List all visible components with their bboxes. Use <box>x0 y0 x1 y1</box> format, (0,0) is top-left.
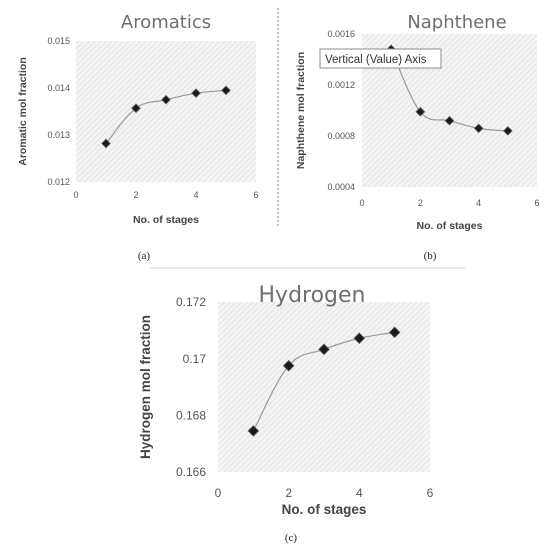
data-point <box>444 115 455 126</box>
x-axis-title: No. of stages <box>282 502 367 517</box>
data-point <box>353 332 366 345</box>
y-tick-label: 0.0008 <box>327 131 355 141</box>
chart-aromatics: Aromatics 0.012 0.013 0.014 0.015 0 2 4 6 No. of … <box>17 12 259 226</box>
data-point <box>131 103 141 113</box>
x-tick-label: 2 <box>133 190 138 200</box>
y-tick-label: 0.172 <box>176 295 206 309</box>
x-axis-title: No. of stages <box>417 220 483 232</box>
chart-title: Aromatics <box>121 12 211 33</box>
y-tick-label: 0.166 <box>176 465 206 479</box>
plot-area <box>76 41 256 182</box>
x-tick-label: 4 <box>193 190 198 200</box>
data-point <box>282 359 295 372</box>
caption-a: (a) <box>138 250 151 262</box>
caption-c: (c) <box>285 532 298 544</box>
y-tick-label: 0.0004 <box>327 182 355 192</box>
x-tick-label: 0 <box>359 198 364 208</box>
data-point <box>247 425 260 437</box>
chart-naphthene: Naphthene 0.0004 0.0008 0.0012 0.0016 0 2 4 6 No.… <box>295 12 540 232</box>
data-point <box>473 123 484 134</box>
y-axis-title: Aromatic mol fraction <box>17 57 29 166</box>
y-tick-label: 0.012 <box>47 177 70 187</box>
plot-area <box>218 302 430 472</box>
y-axis-title: Naphthene mol fraction <box>295 52 307 169</box>
chart-title: Naphthene <box>407 12 506 33</box>
y-tick-label: 0.17 <box>183 352 207 366</box>
x-tick-label: 2 <box>418 198 423 208</box>
x-axis-title: No. of stages <box>133 214 199 226</box>
x-tick-label: 6 <box>253 190 258 200</box>
x-tick-label: 4 <box>356 486 363 500</box>
y-axis-title: Hydrogen mol fraction <box>138 315 153 459</box>
data-point <box>503 126 513 136</box>
data-point <box>388 326 401 339</box>
data-point <box>415 107 426 117</box>
y-tick-label: 0.168 <box>176 409 206 423</box>
data-point <box>101 138 111 149</box>
data-point <box>191 88 201 98</box>
x-tick-label: 6 <box>534 198 539 208</box>
x-tick-label: 4 <box>476 198 481 208</box>
chart-title: Hydrogen <box>259 283 366 308</box>
y-tick-label: 0.0016 <box>327 29 355 39</box>
y-tick-label: 0.0012 <box>327 80 355 90</box>
tooltip-box <box>319 48 442 69</box>
axis-tooltip: Vertical (Value) Axis <box>319 48 442 69</box>
x-tick-label: 6 <box>427 486 434 500</box>
tooltip-label: Vertical (Value) Axis <box>325 54 427 66</box>
x-tick-label: 0 <box>73 190 78 200</box>
y-tick-label: 0.014 <box>47 83 70 93</box>
caption-b: (b) <box>424 250 437 262</box>
data-point <box>318 343 330 356</box>
chart-hydrogen: Hydrogen 0.166 0.168 0.17 0.172 0 2 4 6 No. of st… <box>138 283 434 517</box>
y-tick-label: 0.013 <box>47 130 70 140</box>
data-point <box>221 85 231 96</box>
x-tick-label: 2 <box>285 486 292 500</box>
x-tick-label: 0 <box>215 486 222 500</box>
y-tick-label: 0.015 <box>47 36 70 46</box>
data-point <box>161 94 171 105</box>
